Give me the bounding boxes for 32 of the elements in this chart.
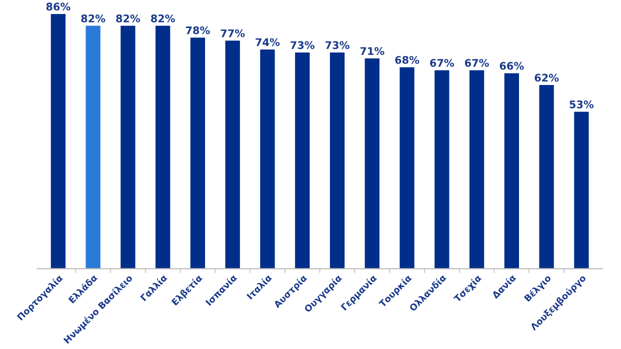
bar [50,14,66,269]
data-label: 82% [116,14,140,22]
bar [86,26,100,269]
bar [260,50,275,269]
bar [225,40,240,269]
bar [539,85,554,269]
data-label: 62% [534,74,559,82]
bar [190,38,206,269]
data-label: 82% [81,14,106,22]
data-label: 71% [360,47,384,55]
data-label: 77% [220,29,245,38]
bar [469,70,484,269]
bar [504,73,519,269]
bar [400,67,414,269]
bar [330,52,345,269]
bar [120,26,136,269]
bar [364,58,380,269]
data-label: 78% [186,26,210,34]
data-label: 68% [395,56,420,64]
data-label: 73% [325,41,350,50]
data-label: 67% [430,58,454,67]
data-label: 53% [570,100,594,108]
bar [434,70,450,269]
data-label: 73% [290,41,315,50]
data-label: 86% [46,2,70,11]
bar [574,112,589,269]
data-label: 67% [464,58,489,67]
data-label: 74% [256,38,280,46]
bar [156,26,170,269]
data-label: 82% [151,14,175,22]
data-label: 66% [500,62,524,70]
bar [295,52,310,269]
